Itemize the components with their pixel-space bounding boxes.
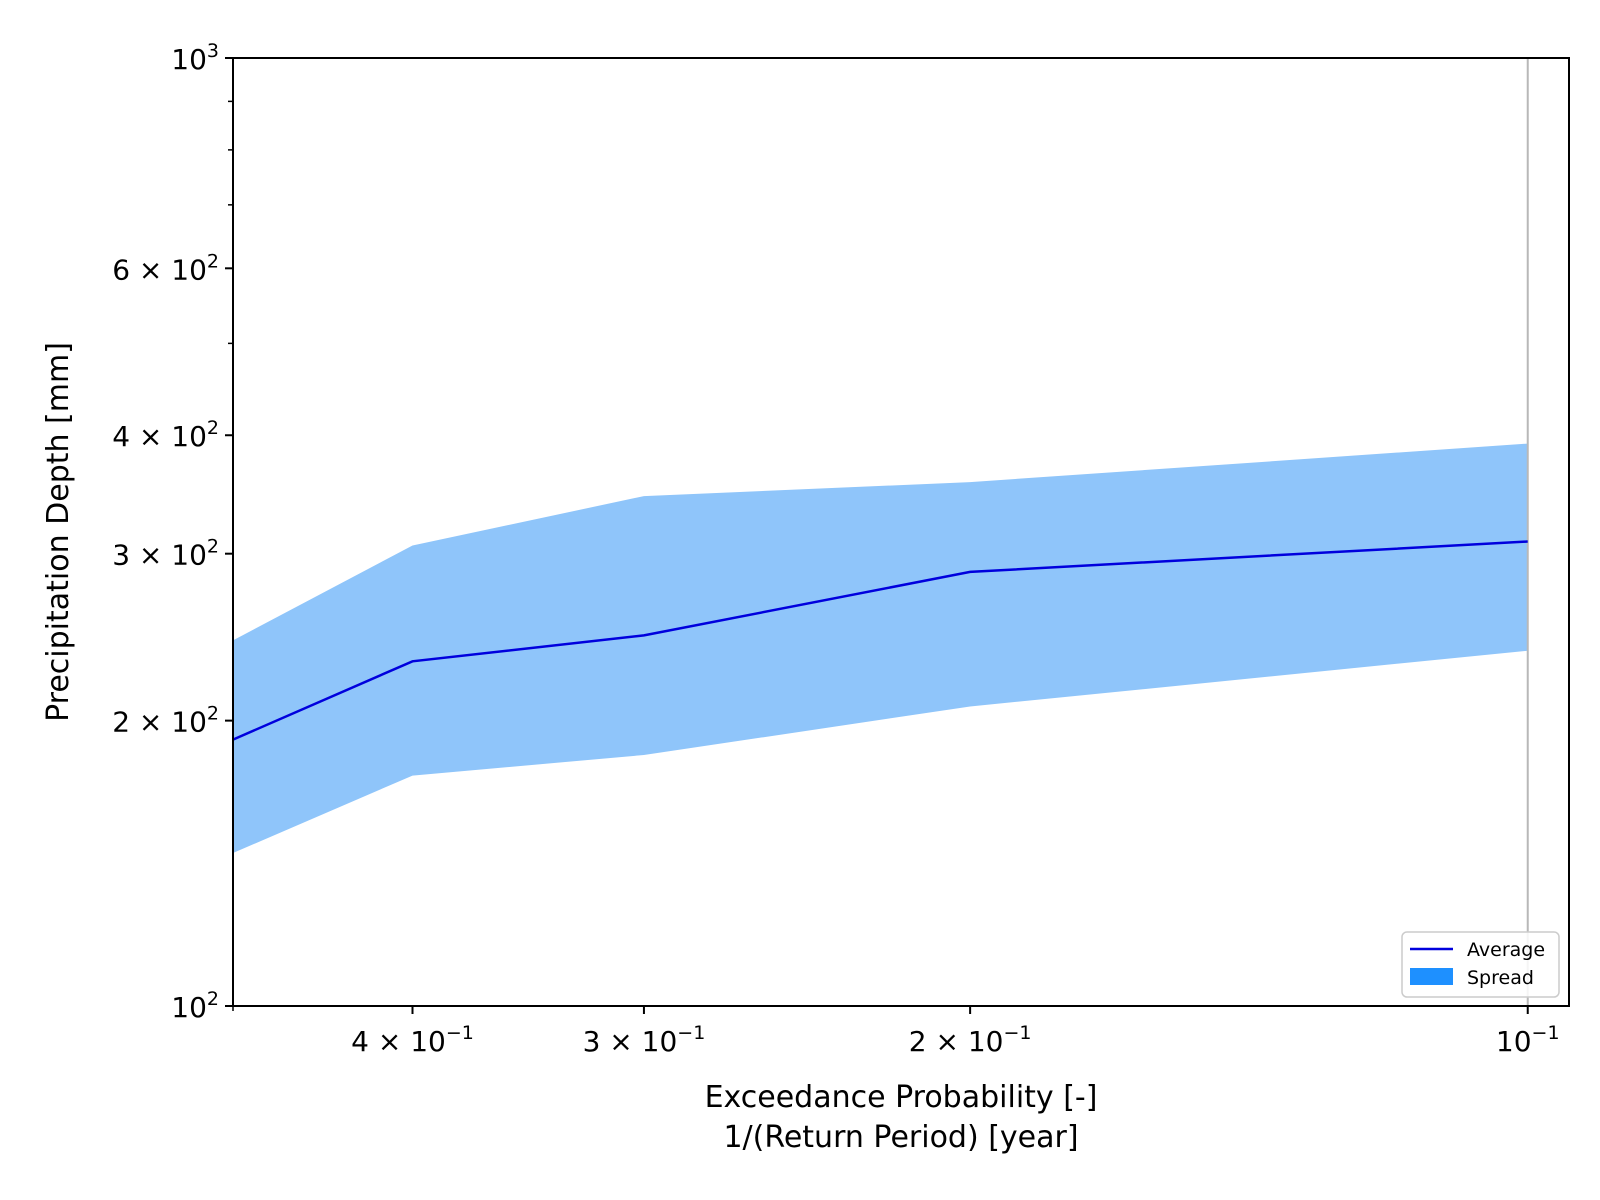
plot-frame [232, 57, 1570, 1007]
average-line [232, 540, 1528, 741]
x-tick-label: 3 × 10−1 [583, 1022, 706, 1058]
y-tick-label: 2 × 102 [112, 703, 219, 739]
y-tick-label: 3 × 102 [112, 536, 219, 572]
x-tick-label: 2 × 10−1 [909, 1022, 1032, 1058]
x-tick-label: 4 × 10−1 [351, 1022, 474, 1058]
y-tick-label: 103 [171, 40, 219, 76]
y-axis-label: Precipitation Depth [mm] [41, 342, 76, 722]
x-axis-label-line2: 1/(Return Period) [year] [723, 1120, 1078, 1155]
legend-spread-label: Spread [1467, 967, 1534, 989]
x-axis-label-line1: Exceedance Probability [-] [705, 1080, 1098, 1115]
x-tick-label: 10−1 [1496, 1022, 1560, 1058]
plot-area [232, 58, 1529, 1006]
y-tick-label: 4 × 102 [112, 417, 219, 453]
legend: Average Spread [1401, 931, 1560, 998]
legend-average-label: Average [1467, 939, 1545, 961]
y-tick-label: 6 × 102 [112, 250, 219, 286]
y-tick-label: 102 [171, 988, 219, 1024]
spread-band [233, 443, 1528, 853]
legend-spread-swatch [1410, 968, 1453, 985]
axes-ticks: 102 2 × 102 3 × 102 4 × 102 6 × 102 103 4 × 10… [112, 40, 1559, 1058]
